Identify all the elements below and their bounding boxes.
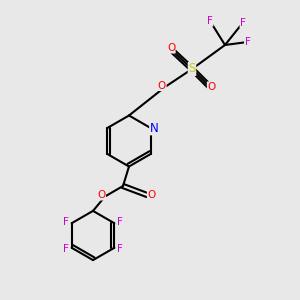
Text: N: N [150,122,158,135]
Text: O: O [97,190,106,200]
Text: F: F [63,244,69,254]
Text: O: O [167,43,175,53]
Text: O: O [158,80,166,91]
Text: F: F [117,217,123,227]
Text: F: F [207,16,213,26]
Text: O: O [147,190,156,200]
Text: O: O [207,82,216,92]
Text: S: S [188,62,196,76]
Text: F: F [244,37,250,47]
Text: F: F [240,17,246,28]
Text: F: F [63,217,69,227]
Text: F: F [117,244,123,254]
